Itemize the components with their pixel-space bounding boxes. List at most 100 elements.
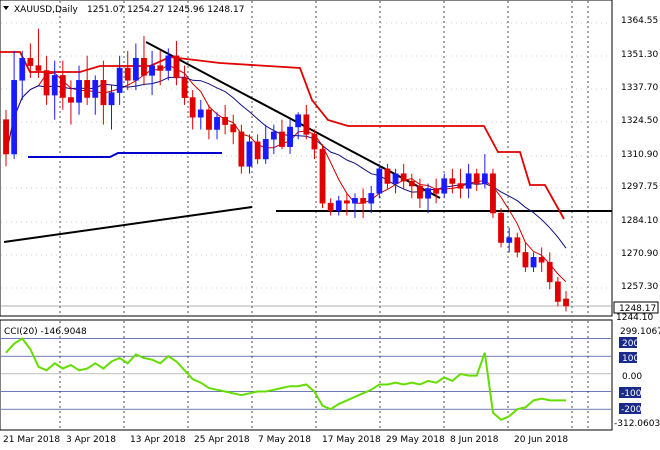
time-axis: 21 Mar 2018 3 Apr 2018 13 Apr 2018 25 Ap… [3, 435, 568, 445]
price-tick: 1297.75 [621, 182, 658, 192]
ohlc-label: 1251.07 1254.27 1245.96 1248.17 [87, 5, 244, 15]
candle-body [230, 124, 237, 133]
candle-body [35, 65, 42, 71]
time-label: 13 Apr 2018 [130, 435, 186, 445]
candle-body [76, 80, 82, 103]
candle-body [473, 173, 480, 184]
cci-tick: -312.0603 [614, 419, 660, 429]
price-tick: 1337.70 [621, 83, 658, 93]
candle-body [149, 65, 155, 76]
candle-body [173, 55, 180, 79]
cci-tick-box [619, 403, 641, 414]
candle-body [376, 168, 383, 194]
candle-body [457, 183, 464, 189]
candle-body [360, 198, 367, 204]
candle-body [189, 97, 196, 118]
time-label: 17 May 2018 [322, 435, 381, 445]
candle-body [490, 173, 496, 214]
candle-body [132, 57, 139, 81]
grid-lines [1, 1, 611, 429]
candle-body [246, 141, 253, 167]
price-tick: 1284.10 [621, 216, 658, 226]
price-tick: 1257.30 [621, 282, 658, 292]
candle-body [141, 57, 147, 76]
candle-body [157, 65, 164, 71]
candle-body [100, 80, 107, 106]
candle-body [43, 70, 50, 96]
cci-tick: -200 [621, 405, 642, 415]
candle-body [514, 237, 521, 253]
candle-body [563, 298, 569, 307]
candle-body [481, 173, 488, 184]
candle-body [538, 257, 545, 263]
candle-body [368, 193, 375, 204]
candle-body [530, 257, 537, 268]
triangle-down-icon[interactable] [3, 6, 9, 10]
candle-body [303, 114, 310, 135]
candle-body [68, 97, 74, 103]
candle-body [254, 141, 261, 160]
price-tick: 1364.55 [621, 16, 658, 26]
trendline-upward [3, 206, 253, 243]
cci-panel[interactable] [0, 319, 613, 431]
candle-body [3, 119, 9, 155]
candle-body [84, 80, 91, 98]
candle-body [270, 131, 277, 140]
time-label: 29 May 2018 [386, 435, 445, 445]
candle-body [51, 75, 58, 96]
candle-body [295, 114, 302, 128]
candle-body [335, 200, 342, 211]
last-price-box [613, 301, 659, 314]
candle-body [11, 80, 18, 155]
price-tick: 1351.30 [621, 50, 658, 60]
cci-line [5, 337, 566, 421]
time-label: 8 Jun 2018 [450, 435, 499, 445]
candle-body [124, 67, 131, 81]
price-tick: 1244.10 [616, 313, 653, 323]
candle-body [327, 202, 334, 211]
cci-label: CCI(20) -146.9048 [4, 327, 87, 337]
ma-fast-line [5, 64, 567, 283]
candle-body [449, 178, 456, 184]
candle-body [554, 281, 561, 302]
candle-body [165, 55, 172, 71]
cci-axis: 299.1067 200 100 0.00 -100 -200 -312.060… [614, 327, 660, 429]
candle-body [116, 67, 123, 93]
last-price-label: 1248.17 [619, 304, 656, 314]
candle-body [384, 168, 391, 184]
cci-tick-box [619, 352, 637, 363]
cci-tick: 299.1067 [620, 327, 660, 337]
candle-body [181, 77, 188, 98]
candle-body [498, 212, 504, 243]
trendline-downward [145, 41, 441, 199]
candle-body [352, 198, 358, 204]
candle-body [262, 139, 269, 160]
time-label: 7 May 2018 [258, 435, 311, 445]
static-indicator-lines [0, 41, 612, 283]
candle-body [27, 57, 34, 66]
candle-body [343, 200, 350, 204]
candle-body [392, 173, 399, 184]
candle-body [19, 57, 26, 81]
blue-step-line [28, 152, 222, 158]
cci-layer [5, 337, 566, 421]
candle-body [197, 109, 204, 118]
candle-body [214, 116, 220, 130]
candle-body [417, 185, 423, 199]
candle-body [287, 126, 293, 147]
price-tick: 1324.50 [621, 116, 658, 126]
time-label: 21 Mar 2018 [3, 435, 60, 445]
symbol-label: XAUUSD,Daily [14, 5, 78, 15]
red-step-line [0, 51, 565, 220]
cci-tick: 200 [622, 339, 639, 349]
candle-body [433, 188, 440, 194]
candle-body [108, 92, 115, 106]
cci-tick: -100 [621, 389, 642, 399]
candle-body [206, 109, 212, 130]
cci-tick: 0.00 [622, 372, 642, 382]
price-tick: 1270.90 [621, 249, 658, 259]
candle-body [506, 237, 513, 243]
candle-body [465, 173, 472, 189]
ma-slow-line [5, 76, 567, 249]
